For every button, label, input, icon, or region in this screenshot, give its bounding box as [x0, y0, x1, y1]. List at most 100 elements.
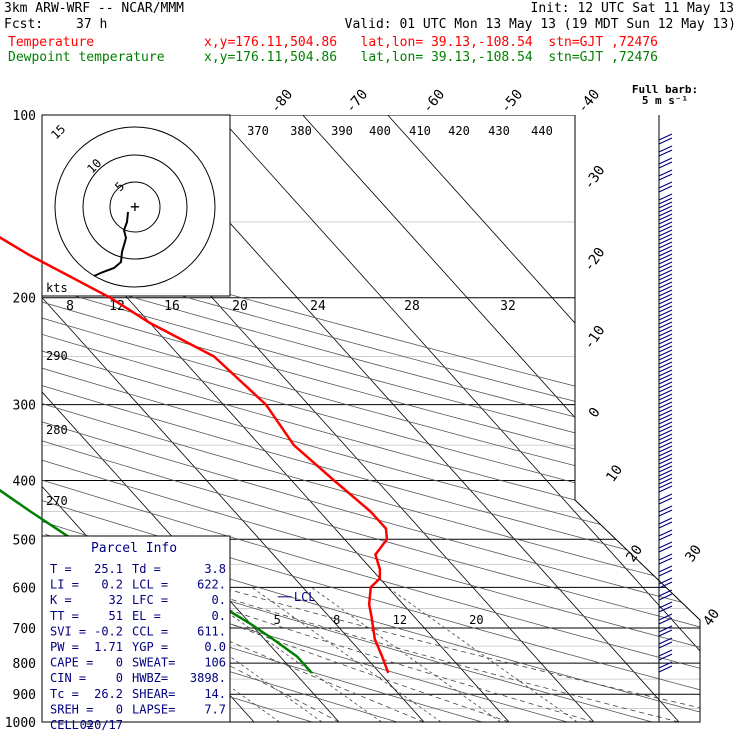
wind-barb [658, 401, 673, 409]
isotherm-line [387, 115, 700, 722]
wind-barb [658, 625, 673, 633]
temperature-tick-label: 40 [700, 606, 723, 629]
wind-barb [658, 393, 673, 401]
wind-barb [658, 317, 673, 325]
model-title: 3km ARW-WRF -- NCAR/MMM [4, 1, 185, 16]
theta-label: 370 [247, 124, 269, 138]
hodograph-ring [82, 154, 188, 260]
speed-scale-label: 8 [66, 299, 74, 314]
wind-barb [658, 665, 673, 673]
wind-barb [658, 521, 673, 529]
parcel-param-value: 0.2 [101, 578, 123, 592]
parcel-param-value: 3898. [190, 671, 226, 685]
wind-barb [658, 237, 673, 245]
wind-barb [658, 653, 673, 661]
wind-barb [658, 325, 673, 333]
parcel-param-label: YGP = [132, 640, 168, 654]
parcel-param-value: 7.7 [204, 702, 226, 716]
wind-barb [658, 557, 673, 565]
barb-legend-value: 5 m s⁻¹ [642, 94, 688, 107]
wind-barb [658, 449, 673, 457]
wind-barb [658, 385, 673, 393]
parcel-param-value: 51 [109, 609, 123, 623]
speed-scale-label: 20 [232, 299, 248, 314]
pressure-tick-label: 300 [13, 399, 36, 414]
parcel-param-value: 1.71 [94, 640, 123, 654]
wind-barb [658, 277, 673, 285]
wind-barb [658, 345, 673, 353]
wind-barb [658, 485, 673, 493]
mixing-ratio-line [387, 587, 578, 722]
wind-barb [658, 161, 673, 169]
wind-barb [658, 181, 673, 189]
wind-barb [658, 605, 673, 613]
parcel-param-label: CAPE = [50, 656, 93, 670]
dry-adiabat [42, 115, 700, 722]
wind-barb [658, 409, 673, 417]
theta-left-label: 290 [46, 349, 68, 363]
dry-adiabat [42, 115, 700, 722]
wind-barb [658, 273, 673, 281]
temperature-tick-label: -30 [581, 163, 609, 193]
hodograph-ring [109, 181, 161, 233]
parcel-param-label: CIN = [50, 671, 86, 685]
parcel-param-value: 0 [116, 702, 123, 716]
temperature-legend: Temperature [8, 35, 95, 50]
parcel-param-value: 26.2 [94, 687, 123, 701]
temperature-tick-label: 0 [586, 405, 604, 421]
wind-barb [658, 465, 673, 473]
parcel-param-value: 25.1 [94, 562, 123, 576]
temperature-tick-label: -20 [581, 245, 609, 275]
wind-barb [658, 149, 673, 157]
dry-adiabat [42, 115, 700, 722]
parcel-param-value: 14. [204, 687, 226, 701]
wind-barb [658, 301, 673, 309]
wind-barb [658, 649, 673, 657]
mixing-ratio-line [251, 587, 442, 722]
hodograph-box [41, 114, 231, 297]
dry-adiabat [42, 115, 568, 722]
wind-barb [658, 581, 673, 589]
parcel-param-label: SVI = [50, 624, 86, 638]
wind-barb [658, 593, 673, 601]
wind-barb [658, 321, 673, 329]
temperature-tick-label: -70 [343, 87, 372, 117]
temperature-station-info: x,y=176.11,504.86 lat,lon= 39.13,-108.54… [204, 35, 658, 50]
parcel-param-label: HWBZ= [132, 671, 168, 685]
parcel-param-label: LCL = [132, 578, 168, 592]
wind-barb [658, 353, 673, 361]
wind-barb [658, 269, 673, 277]
wind-barb [658, 309, 673, 317]
temperature-tick-label: -50 [498, 87, 527, 117]
wind-barb [658, 305, 673, 313]
forecast-hours: 37 h [76, 17, 108, 32]
wind-barb [658, 473, 673, 481]
wind-barb [658, 361, 673, 369]
speed-scale-label: 24 [310, 299, 326, 314]
parcel-param-value: 622. [197, 578, 226, 592]
temperature-tick-label: -10 [581, 323, 609, 353]
wind-barb [658, 369, 673, 377]
wind-barb [658, 613, 673, 621]
wind-barb [658, 329, 673, 337]
wind-barb [658, 469, 673, 477]
wind-barb [658, 569, 673, 577]
wind-barb [658, 601, 673, 609]
parcel-param-label: TT = [50, 609, 79, 623]
wind-barb [658, 349, 673, 357]
pressure-tick-label: 800 [13, 657, 36, 672]
temperature-tick-label: -60 [420, 87, 449, 117]
parcel-param-label: LAPSE= [132, 702, 175, 716]
parcel-param-label: Tc = [50, 687, 79, 701]
parcel-param-value: 32 [109, 593, 123, 607]
wind-barb [658, 377, 673, 385]
parcel-param-label: Td = [132, 562, 161, 576]
wind-barb [658, 413, 673, 421]
dry-adiabat [42, 115, 700, 722]
parcel-param-value: 106 [204, 656, 226, 670]
dewpoint-legend: Dewpoint temperature [8, 50, 165, 65]
parcel-param-value: 0 [116, 671, 123, 685]
wind-barb [658, 261, 673, 269]
speed-scale-label: 32 [500, 299, 516, 314]
theta-label: 410 [409, 124, 431, 138]
